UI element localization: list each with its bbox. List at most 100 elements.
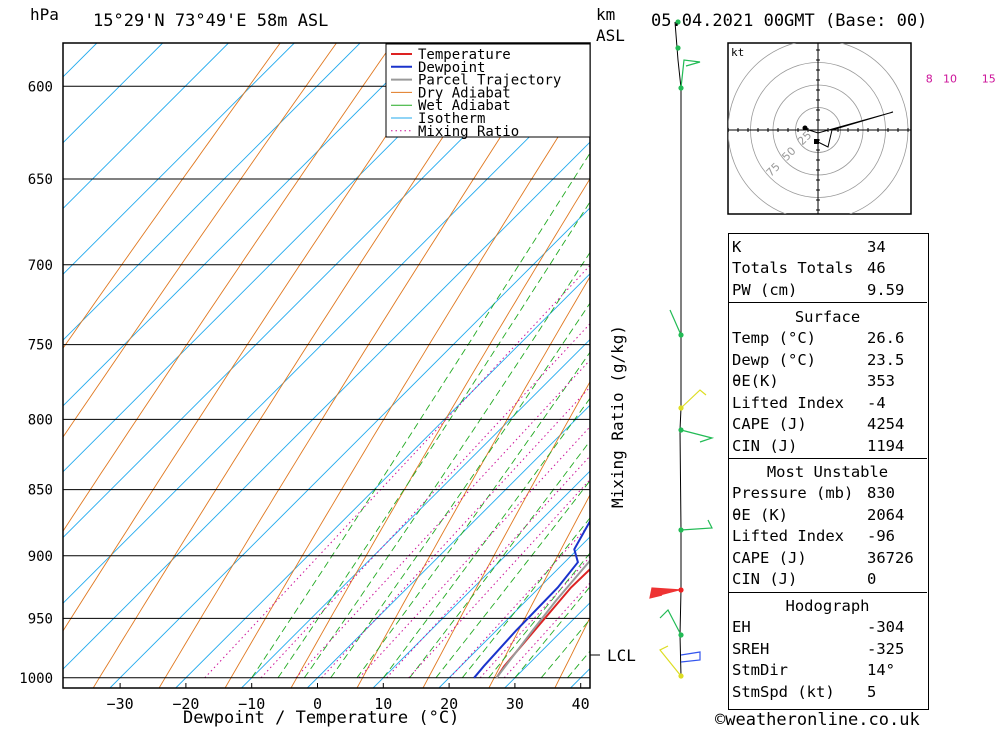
y-tick-label: 700: [28, 258, 53, 274]
legend-label: Mixing Ratio: [418, 124, 519, 140]
isotherm-line: [63, 43, 361, 341]
dry-adiabat-line: [224, 85, 590, 688]
index-value: -96: [867, 527, 895, 546]
dry-adiabat-line: [63, 43, 337, 438]
dry-adiabat-line: [63, 43, 450, 632]
dry-adiabat-line: [63, 43, 281, 349]
section-title: Most Unstable: [766, 462, 889, 481]
section-title: Surface: [794, 307, 861, 326]
wind-level-dot: [678, 332, 684, 338]
wind-level-dot: [678, 427, 684, 433]
basic-indices-table: K 34 Totals Totals 46 PW (cm) 9.59: [728, 236, 927, 301]
isotherm-line: [63, 43, 558, 539]
wind-level-dot: [678, 673, 684, 679]
hodograph-grid: [728, 43, 911, 214]
isotherm-line: [63, 43, 164, 144]
index-value: 9.59: [867, 280, 905, 299]
isotherm-line: [438, 536, 590, 688]
index-row-tt: Totals Totals 46: [728, 258, 927, 280]
isotherm-line: [63, 75, 590, 604]
wet-adiabat-line: [330, 302, 590, 679]
location-title: 15°29'N 73°49'E 58m ASL: [93, 11, 329, 31]
isotherm-line: [63, 43, 427, 407]
wind-barb: [680, 519, 713, 531]
index-label: EH: [732, 618, 751, 637]
wind-barb: [680, 429, 715, 443]
x-tick-label: 10: [374, 695, 392, 713]
dry-adiabat-line: [290, 177, 590, 688]
surface-table: Surface Temp (°C) 26.6 Dewp (°C) 23.5 θE(K…: [728, 306, 927, 457]
y-tick-label: 800: [28, 412, 53, 428]
wind-profile: [590, 19, 715, 679]
index-value: 0: [867, 570, 877, 589]
km-unit-label: km: [596, 5, 616, 24]
plot-area: [0, 43, 1000, 688]
index-label: CAPE (J): [732, 415, 807, 434]
dry-adiabat-line: [92, 43, 506, 688]
dry-adiabat-line: [951, 43, 1000, 688]
x-tick-label: 0: [313, 695, 322, 713]
divider: [728, 458, 927, 459]
hodograph-unit-label: kt: [731, 46, 745, 59]
legend-label: Isotherm: [418, 111, 485, 127]
index-label: CIN (J): [732, 570, 798, 589]
wet-adiabat-line: [251, 152, 590, 679]
x-axis-title: Dewpoint / Temperature (°C): [183, 708, 460, 728]
isotherm-line: [306, 404, 590, 688]
index-value: 36726: [867, 548, 914, 567]
legend-label: Dry Adiabat: [418, 85, 511, 101]
wet-adiabat-line: [356, 351, 590, 679]
plot-frame: [62, 42, 591, 689]
index-value: 23.5: [867, 350, 905, 369]
wind-level-dot: [675, 45, 681, 51]
wind-level-dot: [678, 405, 684, 411]
index-label: Lifted Index: [732, 527, 844, 546]
dewpoint-line: [473, 519, 590, 679]
isotherm-line: [63, 43, 493, 473]
wind-level-dot: [678, 527, 684, 533]
index-row-k: K 34: [728, 236, 927, 258]
wind-barb: [669, 309, 682, 336]
wind-barb: [680, 651, 701, 663]
wind-level-dot: [678, 587, 684, 593]
isotherm-line: [175, 273, 590, 688]
index-label: StmSpd (kt): [732, 682, 835, 701]
x-tick-label: 40: [572, 695, 590, 713]
storm-motion-marker: [814, 139, 819, 144]
y-tick-label: 950: [28, 611, 53, 627]
index-value: 46: [867, 259, 886, 278]
isotherm-line: [241, 338, 590, 688]
y-tick-label: 750: [28, 338, 53, 354]
index-label: Totals Totals: [732, 259, 854, 278]
index-label: CAPE (J): [732, 548, 807, 567]
index-label: θE(K): [732, 372, 779, 391]
isotherm-line: [0, 43, 31, 688]
divider: [728, 592, 927, 593]
index-value: 830: [867, 484, 895, 503]
y-tick-label: 600: [28, 79, 53, 95]
dry-adiabat-line: [63, 43, 394, 532]
index-value: 34: [867, 237, 886, 256]
asl-unit-label: ASL: [596, 26, 625, 45]
wind-level-dot: [675, 19, 681, 25]
legend-label: Temperature: [418, 47, 511, 63]
index-value: 2064: [867, 505, 905, 524]
isotherm-line: [63, 43, 295, 275]
isotherm-line: [109, 207, 590, 688]
index-label: K: [732, 237, 742, 256]
wind-level-dot: [678, 632, 684, 638]
x-tick-label: 30: [506, 695, 524, 713]
index-value: 14°: [867, 661, 895, 680]
indices-panel: [728, 233, 929, 710]
isotherm-line: [63, 43, 98, 78]
legend-label: Dewpoint: [418, 60, 485, 76]
x-tick-label: −20: [172, 695, 199, 713]
parcel-trajectory-line: [495, 559, 590, 679]
legend-box: [385, 43, 591, 138]
divider: [728, 302, 927, 303]
index-label: CIN (J): [732, 436, 798, 455]
y-tick-label: 650: [28, 172, 53, 188]
